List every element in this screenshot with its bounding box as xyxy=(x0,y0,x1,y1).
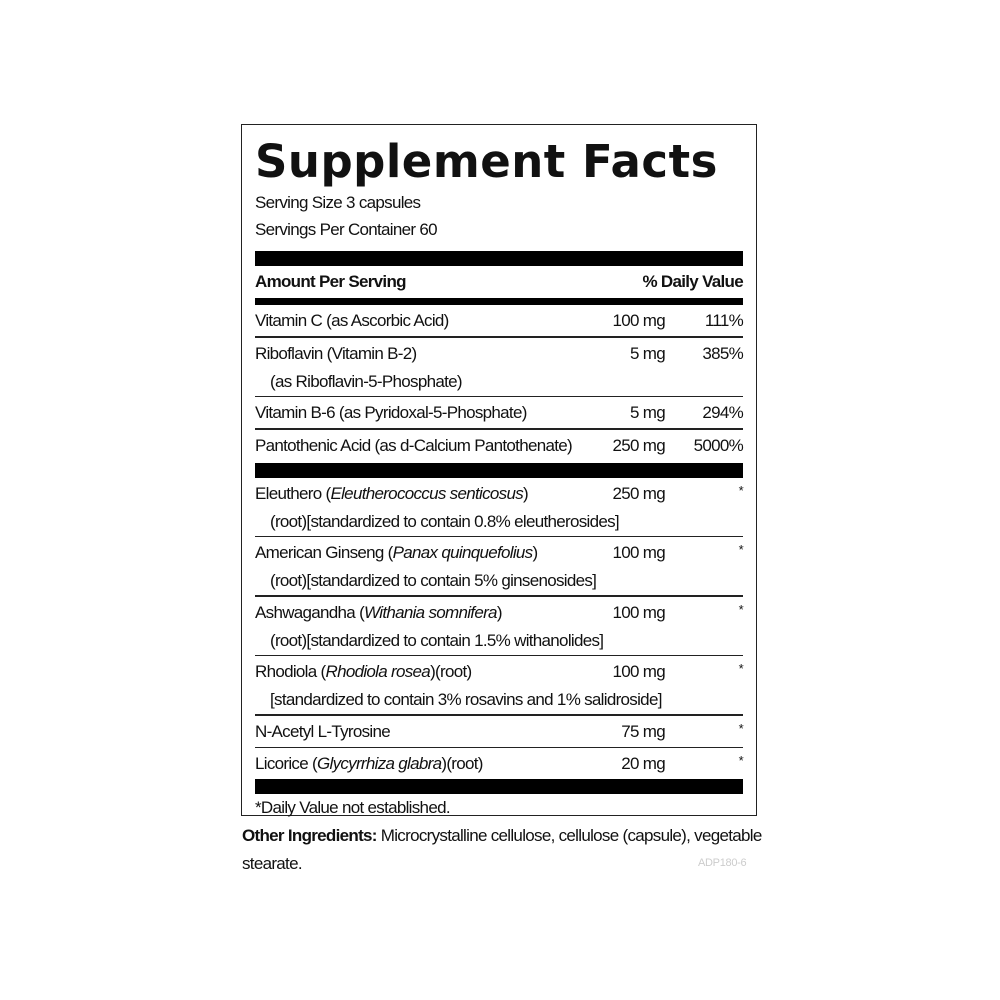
nutrient-row: Pantothenic Acid (as d-Calcium Pantothen… xyxy=(255,430,744,461)
daily-value-header: % Daily Value xyxy=(642,272,743,291)
nutrient-daily-value: 111% xyxy=(704,311,744,330)
divider-thick xyxy=(255,779,743,794)
ingredient-name: Eleuthero (Eleutherococcus senticosus) xyxy=(255,480,575,508)
ingredient-common-name: Ashwagandha ( xyxy=(255,602,365,622)
ingredient-row: Rhodiola (Rhodiola rosea)(root) 100 mg *… xyxy=(255,656,744,714)
ingredient-standardization: [standardized to contain 3% rosavins and… xyxy=(270,690,662,709)
divider-thick xyxy=(255,462,743,478)
divider-thin xyxy=(255,336,743,338)
ingredient-common-name: American Ginseng ( xyxy=(255,543,393,562)
nutrient-name: Riboflavin (Vitamin B-2) xyxy=(255,343,417,363)
ingredient-daily-value: * xyxy=(738,661,744,676)
ingredient-daily-value: * xyxy=(738,720,744,736)
nutrient-source: (as Riboflavin-5-Phosphate) xyxy=(270,371,463,391)
ingredient-botanical-name: Eleutherococcus senticosus xyxy=(330,483,523,503)
ingredient-amount: 250 mg xyxy=(612,483,665,503)
ingredient-botanical-name: Panax quinquefolius xyxy=(392,543,534,562)
ingredient-common-name: N-Acetyl L-Tyrosine xyxy=(255,721,391,741)
divider-thin xyxy=(255,428,743,430)
ingredient-amount: 100 mg xyxy=(612,602,665,622)
ingredient-amount: 100 mg xyxy=(612,662,665,681)
ingredient-row: American Ginseng (Panax quinquefolius) 1… xyxy=(255,537,744,595)
ingredient-botanical-name: Rhodiola rosea xyxy=(325,662,431,681)
nutrient-amount: 100 mg xyxy=(612,311,665,330)
footnote: *Daily Value not established. xyxy=(255,798,451,817)
ingredient-row: Eleuthero (Eleutherococcus senticosus) 2… xyxy=(255,478,744,536)
ingredient-common-name: Licorice ( xyxy=(255,754,318,773)
ingredient-name-suffix: ) xyxy=(496,602,503,622)
ingredient-common-name: Rhodiola ( xyxy=(255,662,326,681)
ingredient-name-suffix: ) xyxy=(532,543,538,562)
ingredient-row: N-Acetyl L-Tyrosine 75 mg * xyxy=(255,716,744,747)
nutrient-amount: 5 mg xyxy=(630,403,666,422)
nutrient-row: Vitamin C (as Ascorbic Acid) 100 mg 111% xyxy=(255,305,744,336)
ingredient-standardization: (root)[standardized to contain 0.8% eleu… xyxy=(270,511,620,531)
ingredient-name: N-Acetyl L-Tyrosine xyxy=(255,718,575,747)
nutrient-name: Vitamin B-6 (as Pyridoxal-5-Phosphate) xyxy=(255,403,527,422)
nutrient-name: Vitamin C (as Ascorbic Acid) xyxy=(255,311,449,330)
nutrient-name: Pantothenic Acid (as d-Calcium Pantothen… xyxy=(255,435,573,455)
ingredient-daily-value: * xyxy=(738,753,744,768)
nutrient-row: Vitamin B-6 (as Pyridoxal-5-Phosphate) 5… xyxy=(255,397,744,428)
nutrient-amount: 250 mg xyxy=(612,435,665,455)
ingredient-name-suffix: )(root) xyxy=(441,754,483,773)
ingredient-name-suffix: )(root) xyxy=(430,662,472,681)
divider-thin xyxy=(255,714,743,716)
ingredient-name: Licorice (Glycyrrhiza glabra)(root) xyxy=(255,750,575,779)
ingredient-botanical-name: Withania somnifera xyxy=(364,602,497,622)
nutrient-row: Riboflavin (Vitamin B-2) 5 mg 385% (as R… xyxy=(255,338,744,396)
column-header: Amount Per Serving % Daily Value xyxy=(255,266,744,298)
ingredient-name-suffix: ) xyxy=(523,483,529,503)
other-ingredients-text: Microcrystalline cellulose, cellulose (c… xyxy=(242,826,762,873)
divider-thin xyxy=(255,395,743,397)
nutrient-daily-value: 294% xyxy=(702,403,743,422)
ingredient-row: Licorice (Glycyrrhiza glabra)(root) 20 m… xyxy=(255,748,744,779)
ingredient-name: American Ginseng (Panax quinquefolius) xyxy=(255,539,575,567)
divider-thin xyxy=(255,654,743,656)
nutrient-daily-value: 5000% xyxy=(693,435,744,455)
ingredient-standardization: (root)[standardized to contain 5% ginsen… xyxy=(270,571,597,590)
ingredient-botanical-name: Glycyrrhiza glabra xyxy=(316,754,442,773)
divider-thin xyxy=(255,535,743,537)
ingredient-amount: 100 mg xyxy=(612,543,665,562)
ingredient-daily-value: * xyxy=(738,542,744,557)
ingredient-name: Ashwagandha (Withania somnifera) xyxy=(255,599,575,627)
product-code: ADP180-6 xyxy=(698,857,747,869)
ingredient-standardization: (root)[standardized to contain 1.5% with… xyxy=(270,630,604,650)
ingredient-common-name: Eleuthero ( xyxy=(255,483,331,503)
ingredient-amount: 20 mg xyxy=(621,754,665,773)
divider-thick xyxy=(255,251,743,266)
nutrient-daily-value: 385% xyxy=(702,343,743,363)
ingredient-name: Rhodiola (Rhodiola rosea)(root) xyxy=(255,658,575,686)
amount-per-serving-header: Amount Per Serving xyxy=(255,272,407,291)
ingredient-daily-value: * xyxy=(738,482,744,498)
divider-thin xyxy=(255,595,743,597)
panel-title: Supplement Facts xyxy=(255,135,718,188)
other-ingredients-label: Other Ingredients: xyxy=(242,826,377,845)
divider-medium xyxy=(255,298,743,305)
serving-size: Serving Size 3 capsules xyxy=(255,193,421,212)
other-ingredients: Other Ingredients: Microcrystalline cell… xyxy=(242,822,762,878)
servings-per-container: Servings Per Container 60 xyxy=(255,220,438,239)
ingredient-row: Ashwagandha (Withania somnifera) 100 mg … xyxy=(255,597,744,655)
nutrient-amount: 5 mg xyxy=(630,343,666,363)
ingredient-amount: 75 mg xyxy=(621,721,665,741)
supplement-facts-panel: Supplement Facts Serving Size 3 capsules… xyxy=(241,124,757,817)
ingredient-daily-value: * xyxy=(738,601,744,617)
divider-thin xyxy=(255,746,743,748)
